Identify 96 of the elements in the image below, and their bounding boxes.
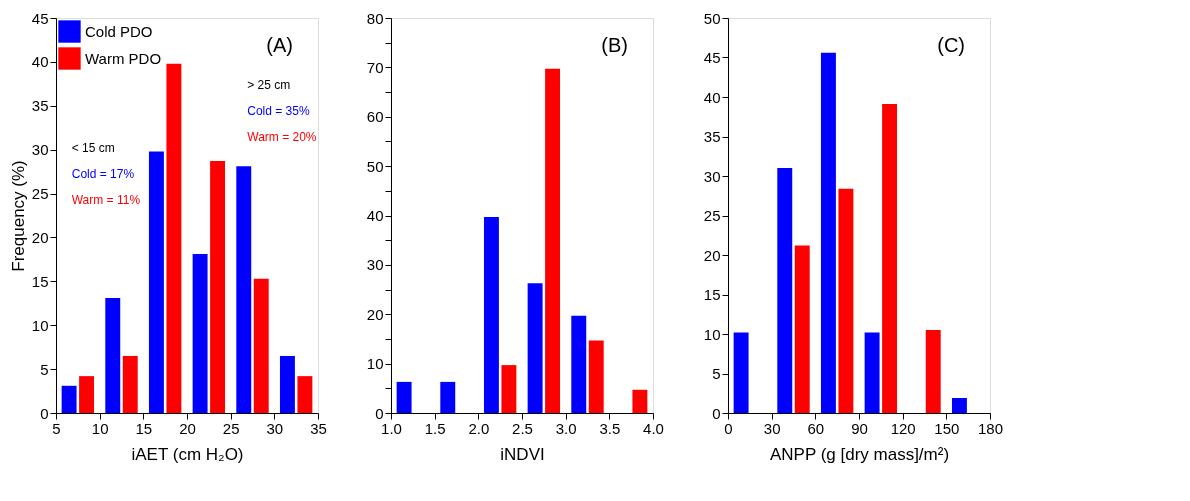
y-tick-label: 0: [375, 404, 384, 422]
bar: [777, 168, 793, 413]
y-tick-label: 40: [366, 207, 384, 224]
x-tick-label: 3.5: [599, 419, 621, 437]
bar: [192, 254, 208, 413]
bar: [483, 216, 499, 413]
y-tick-label: 45: [703, 49, 721, 66]
x-tick-label: 30: [763, 419, 781, 437]
x-tick-label: 10: [91, 419, 109, 437]
legend-label: Cold PDO: [85, 22, 153, 40]
x-tick-label: 90: [851, 419, 868, 437]
x-tick-label: 25: [222, 419, 240, 437]
bar: [236, 166, 252, 413]
x-tick-label: 180: [977, 419, 1004, 437]
bar: [148, 151, 164, 413]
x-axis-title: ANPP (g [dry mass]/m²): [769, 444, 950, 464]
y-tick-label: 15: [31, 272, 49, 290]
bar: [864, 332, 880, 413]
bar: [527, 283, 543, 413]
y-tick-label: 30: [31, 141, 49, 159]
bar: [122, 355, 138, 413]
y-tick-label: 60: [366, 108, 384, 126]
y-axis-title: Frequency (%): [8, 160, 28, 272]
y-tick-label: 10: [31, 316, 49, 334]
text: (C): [937, 34, 965, 56]
x-tick-label: 35: [310, 419, 327, 437]
y-tick-label: 20: [703, 246, 721, 264]
x-tick-label: 2.0: [468, 419, 490, 437]
x-axis-title: iAET (cm H₂O): [131, 444, 244, 464]
bar: [820, 52, 836, 413]
x-tick-label: 1.5: [424, 419, 446, 437]
bar: [210, 161, 226, 413]
bar: [297, 376, 313, 413]
y-tick-label: 10: [703, 325, 721, 343]
annotation: Warm = 11%: [71, 193, 141, 208]
bar: [79, 376, 95, 413]
y-tick-label: 45: [31, 9, 49, 27]
bar: [951, 397, 967, 413]
x-axis-title: iNDVI: [500, 444, 545, 464]
y-tick-label: 10: [366, 355, 384, 373]
bar: [440, 381, 456, 413]
x-tick-label: 2.5: [512, 419, 533, 437]
legend-label: Warm PDO: [85, 49, 162, 67]
annotation: Warm = 20%: [247, 130, 317, 145]
y-tick-label: 25: [31, 185, 49, 203]
y-tick-label: 25: [703, 207, 721, 224]
y-tick-label: 40: [703, 88, 721, 106]
y-tick-label: 5: [40, 360, 49, 378]
x-tick-label: 0: [724, 419, 733, 437]
bar: [396, 381, 412, 413]
bar: [882, 104, 898, 413]
bar: [105, 298, 121, 413]
bar: [588, 340, 604, 413]
x-tick-label: 15: [135, 419, 153, 437]
x-tick-label: 1.0: [381, 419, 402, 437]
x-tick-label: 150: [934, 419, 960, 437]
bar: [794, 245, 810, 413]
annotation: > 25 cm: [247, 78, 291, 93]
x-tick-label: 120: [890, 419, 916, 437]
y-tick-label: 50: [366, 157, 384, 175]
x-tick-label: 20: [179, 419, 196, 437]
x-tick-label: 4.0: [643, 419, 664, 437]
text: (B): [601, 34, 628, 56]
y-tick-label: 50: [703, 9, 721, 27]
annotation: Cold = 17%: [71, 167, 135, 182]
y-tick-label: 0: [40, 404, 49, 422]
bar: [279, 355, 295, 413]
y-tick-label: 20: [366, 305, 384, 323]
bar: [733, 332, 749, 413]
y-tick-label: 20: [31, 228, 49, 246]
annotation: Cold = 35%: [247, 104, 310, 119]
bar: [545, 68, 561, 413]
bar: [166, 63, 182, 413]
bar: [571, 315, 587, 413]
y-tick-label: 70: [366, 58, 384, 76]
annotation: < 15 cm: [71, 141, 115, 156]
y-tick-label: 40: [31, 53, 49, 71]
bar: [838, 188, 854, 413]
x-tick-label: 60: [807, 419, 825, 437]
bar: [253, 278, 269, 413]
x-tick-label: 30: [266, 419, 284, 437]
bar: [632, 389, 648, 413]
y-tick-label: 30: [366, 256, 384, 274]
bar: [925, 330, 941, 413]
x-tick-label: 3.0: [555, 419, 577, 437]
y-tick-label: 0: [712, 404, 721, 422]
y-tick-label: 30: [703, 167, 721, 185]
y-tick-label: 80: [366, 9, 384, 27]
text: (A): [266, 34, 293, 56]
y-tick-label: 5: [712, 365, 721, 382]
bar: [61, 385, 77, 413]
y-tick-label: 35: [703, 128, 721, 145]
y-tick-label: 35: [31, 97, 49, 115]
x-tick-label: 5: [52, 419, 61, 437]
bar: [501, 365, 517, 413]
y-tick-label: 15: [703, 286, 721, 303]
